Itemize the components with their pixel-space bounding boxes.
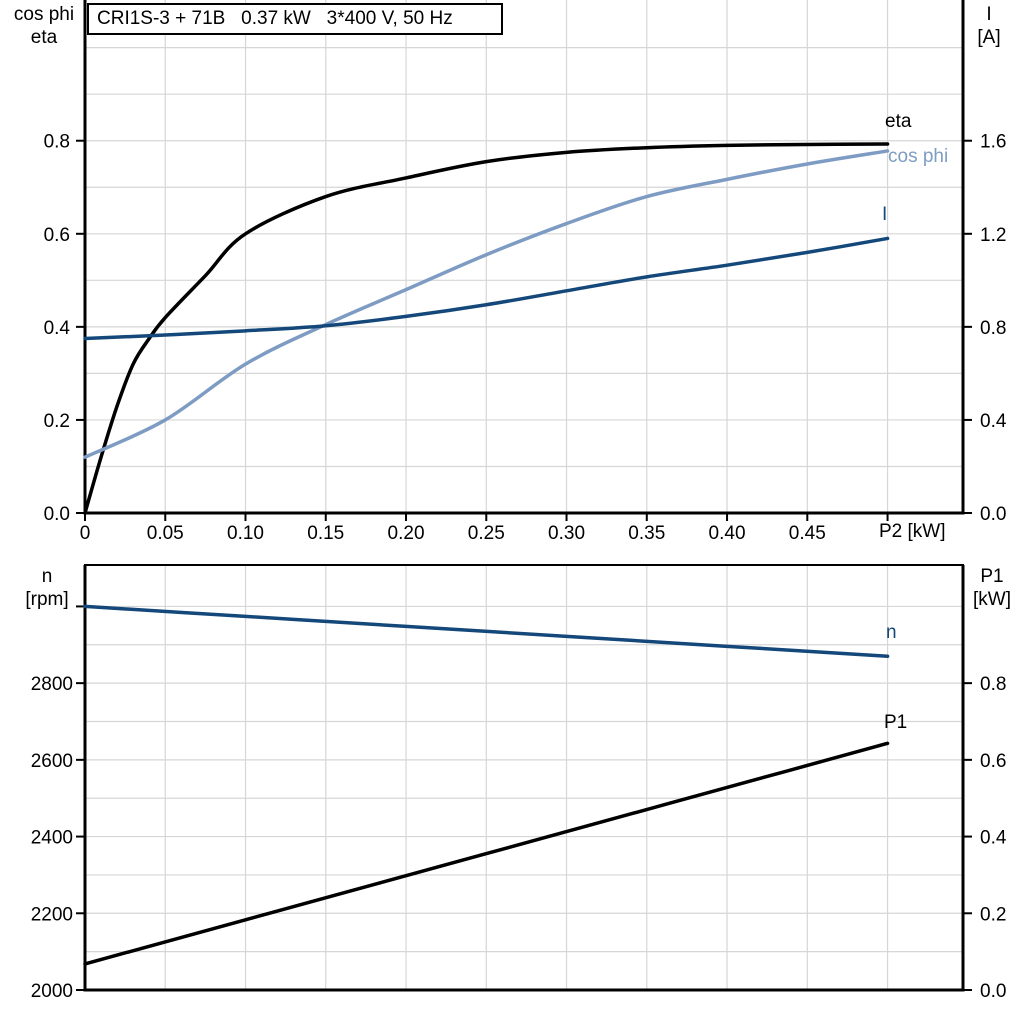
axis-title-cos-phi: cos phi <box>13 4 75 25</box>
left-tick-label: 2800 <box>31 674 73 695</box>
x-tick-label: 0.05 <box>147 523 184 544</box>
x-tick-label: 0.20 <box>388 523 425 544</box>
curve-eta <box>83 142 890 515</box>
left-tick-label: 0.6 <box>44 225 70 246</box>
curve-cos-phi <box>83 149 890 459</box>
x-tick-label: 0.35 <box>628 523 665 544</box>
pump-title: CRI1S-3 + 71B 0.37 kW 3*400 V, 50 Hz <box>97 8 453 29</box>
right-tick-label: 0.8 <box>980 318 1006 339</box>
curve-label-current: I <box>882 204 888 225</box>
left-tick-label: 0.8 <box>44 132 70 153</box>
right-tick-label: 0.4 <box>980 411 1007 432</box>
curve-i <box>83 236 890 341</box>
x-tick-label: 0 <box>80 523 91 544</box>
x-tick-label: 0.30 <box>548 523 585 544</box>
x-tick-label: 0.25 <box>468 523 505 544</box>
right-tick-label: 0.8 <box>980 674 1006 695</box>
axis-title-eta: eta <box>30 27 58 48</box>
axis-title-current: I <box>986 4 992 25</box>
left-tick-label: 2000 <box>31 981 73 1002</box>
axis-title-p1: P1 <box>980 566 1004 587</box>
bottom-left-axis-title: n [rpm] <box>12 565 82 611</box>
axis-title-current-unit: [A] <box>977 27 1001 48</box>
right-tick-label: 0.6 <box>980 751 1006 772</box>
x-tick-label: 0.10 <box>227 523 264 544</box>
right-tick-label: 0.2 <box>980 904 1006 925</box>
left-tick-label: 2400 <box>31 828 73 849</box>
right-tick-label: 0.0 <box>980 504 1006 525</box>
curve-label-eta: eta <box>885 111 912 132</box>
axis-title-n-unit: [rpm] <box>25 589 69 610</box>
x-axis-title-p2: P2 [kW] <box>879 521 946 542</box>
right-tick-label: 1.6 <box>980 132 1006 153</box>
curve-label-n: n <box>886 622 897 643</box>
left-tick-label: 0.0 <box>44 504 70 525</box>
curve-n <box>83 604 890 659</box>
curve-p1 <box>83 741 890 966</box>
top-left-axis-title: cos phi eta <box>6 3 82 49</box>
x-tick-label: 0.45 <box>789 523 826 544</box>
top-right-axis-title: I [A] <box>960 3 1018 49</box>
left-tick-label: 2200 <box>31 904 73 925</box>
bottom-right-axis-title: P1 [kW] <box>962 565 1022 611</box>
right-tick-label: 1.2 <box>980 225 1006 246</box>
x-tick-label: 0.40 <box>709 523 746 544</box>
x-tick-label: 0.15 <box>307 523 344 544</box>
axis-title-n: n <box>41 566 53 587</box>
left-tick-label: 0.2 <box>44 411 70 432</box>
right-tick-label: 0.4 <box>980 828 1007 849</box>
left-tick-label: 2600 <box>31 751 73 772</box>
curve-label-cos-phi: cos phi <box>888 146 949 167</box>
left-tick-label: 0.4 <box>44 318 71 339</box>
title-box: CRI1S-3 + 71B 0.37 kW 3*400 V, 50 Hz <box>87 3 503 35</box>
right-tick-label: 0.0 <box>980 981 1006 1002</box>
axis-title-p1-unit: [kW] <box>973 589 1011 610</box>
curve-label-p1: P1 <box>884 712 908 733</box>
